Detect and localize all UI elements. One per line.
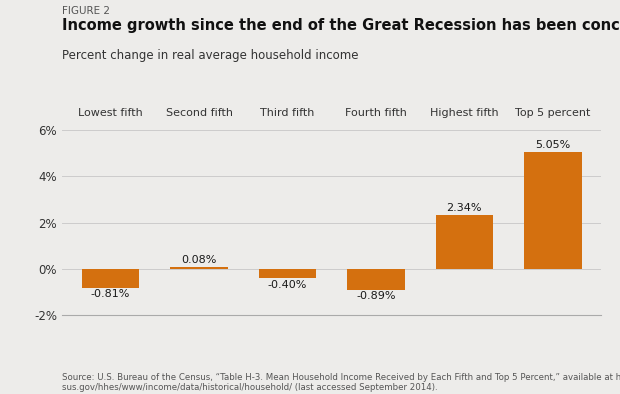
Text: FIGURE 2: FIGURE 2 xyxy=(62,6,110,16)
Text: Highest fifth: Highest fifth xyxy=(430,108,498,118)
Bar xyxy=(170,267,228,269)
Bar xyxy=(524,152,582,269)
Text: Second fifth: Second fifth xyxy=(166,108,232,118)
Text: -0.89%: -0.89% xyxy=(356,291,396,301)
Bar xyxy=(436,215,493,269)
Text: 2.34%: 2.34% xyxy=(446,203,482,213)
Text: Income growth since the end of the Great Recession has been concentrated at the : Income growth since the end of the Great… xyxy=(62,18,620,33)
Text: 5.05%: 5.05% xyxy=(535,140,570,151)
Text: Lowest fifth: Lowest fifth xyxy=(78,108,143,118)
Bar xyxy=(347,269,405,290)
Text: 0.08%: 0.08% xyxy=(182,255,217,266)
Text: Source: U.S. Bureau of the Census, “Table H-3. Mean Household Income Received by: Source: U.S. Bureau of the Census, “Tabl… xyxy=(62,373,620,392)
Bar xyxy=(259,269,316,278)
Bar xyxy=(82,269,140,288)
Text: -0.81%: -0.81% xyxy=(91,289,130,299)
Text: Top 5 percent: Top 5 percent xyxy=(515,108,590,118)
Text: Third fifth: Third fifth xyxy=(260,108,315,118)
Text: Fourth fifth: Fourth fifth xyxy=(345,108,407,118)
Text: -0.40%: -0.40% xyxy=(268,280,307,290)
Text: Percent change in real average household income: Percent change in real average household… xyxy=(62,49,358,62)
